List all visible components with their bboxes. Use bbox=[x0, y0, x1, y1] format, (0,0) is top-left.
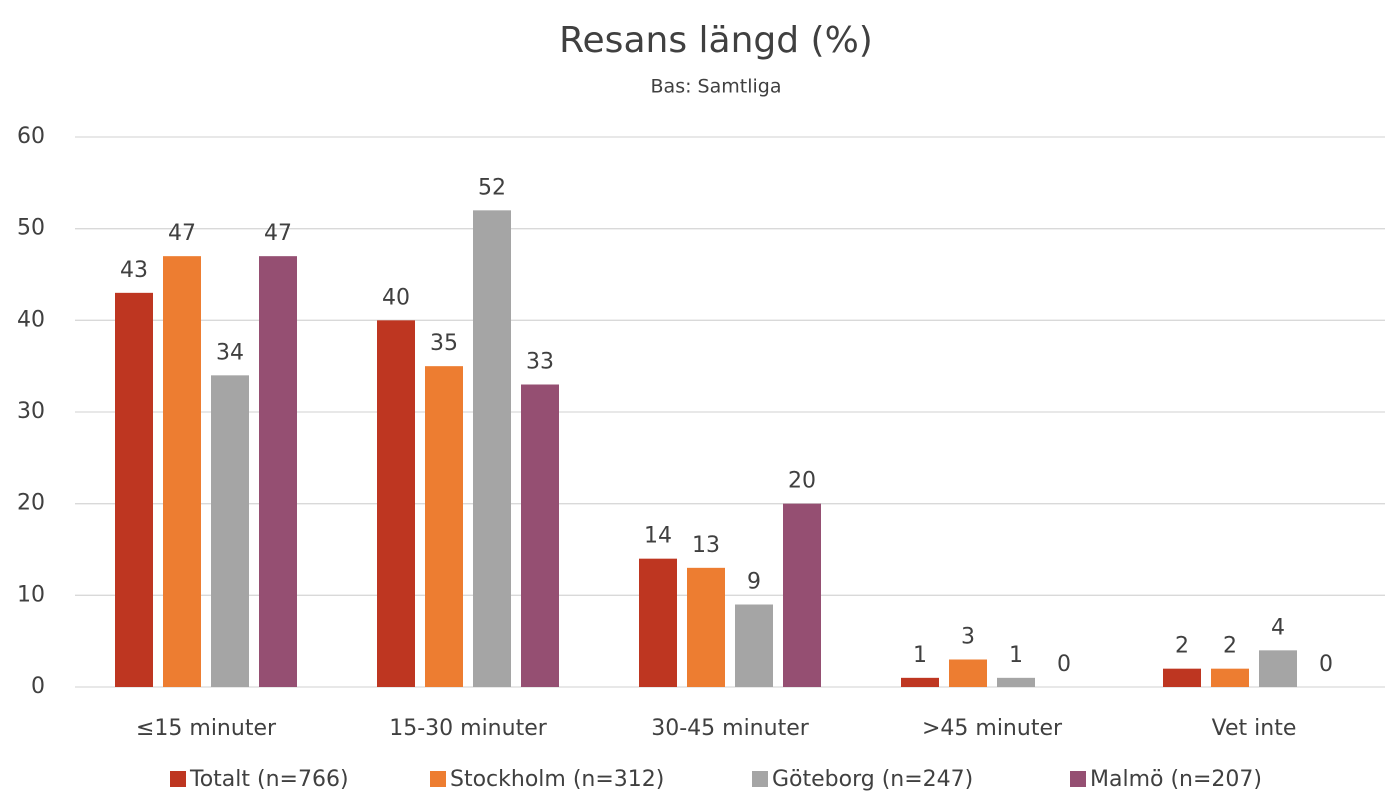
y-tick-label: 50 bbox=[17, 216, 45, 241]
y-tick-label: 60 bbox=[17, 124, 45, 149]
data-label: 20 bbox=[788, 469, 816, 494]
bar bbox=[687, 567, 725, 687]
legend-swatch bbox=[752, 771, 768, 787]
data-label: 47 bbox=[264, 221, 292, 246]
bar bbox=[639, 558, 677, 687]
data-label: 0 bbox=[1319, 652, 1333, 677]
chart-title: Resans längd (%) bbox=[559, 20, 873, 61]
bar bbox=[473, 210, 511, 688]
data-label: 0 bbox=[1057, 652, 1071, 677]
bar bbox=[997, 677, 1035, 687]
bar bbox=[901, 677, 939, 687]
y-tick-label: 30 bbox=[17, 399, 45, 424]
bar bbox=[163, 256, 201, 687]
bar bbox=[115, 292, 153, 687]
data-label: 3 bbox=[961, 625, 975, 650]
y-tick-label: 20 bbox=[17, 491, 45, 516]
bar bbox=[783, 503, 821, 687]
x-tick-label: 30-45 minuter bbox=[651, 716, 810, 741]
bar bbox=[1211, 668, 1249, 687]
legend-label: Totalt (n=766) bbox=[189, 767, 349, 792]
data-label: 2 bbox=[1175, 634, 1189, 659]
legend-swatch bbox=[170, 771, 186, 787]
data-label: 33 bbox=[526, 350, 554, 375]
bar bbox=[949, 659, 987, 687]
data-label: 35 bbox=[430, 331, 458, 356]
bar bbox=[1163, 668, 1201, 687]
legend-swatch bbox=[430, 771, 446, 787]
data-label: 4 bbox=[1271, 615, 1285, 640]
data-label: 40 bbox=[382, 285, 410, 310]
legend-label: Stockholm (n=312) bbox=[450, 767, 664, 792]
legend-swatch bbox=[1070, 771, 1086, 787]
x-tick-label: Vet inte bbox=[1212, 716, 1297, 741]
bar bbox=[211, 375, 249, 687]
bar bbox=[1259, 650, 1297, 687]
x-tick-label: ≤15 minuter bbox=[136, 716, 277, 741]
bar bbox=[521, 384, 559, 687]
data-label: 1 bbox=[1009, 643, 1023, 668]
bar bbox=[735, 604, 773, 687]
data-label: 14 bbox=[644, 524, 672, 549]
bar bbox=[259, 256, 297, 687]
y-tick-label: 10 bbox=[17, 582, 45, 607]
legend-label: Göteborg (n=247) bbox=[772, 767, 973, 792]
data-label: 52 bbox=[478, 175, 506, 200]
data-label: 9 bbox=[747, 570, 761, 595]
data-label: 1 bbox=[913, 643, 927, 668]
x-tick-label: 15-30 minuter bbox=[389, 716, 548, 741]
chart-subtitle: Bas: Samtliga bbox=[651, 76, 782, 98]
y-tick-label: 40 bbox=[17, 307, 45, 332]
data-label: 13 bbox=[692, 533, 720, 558]
bar bbox=[425, 366, 463, 687]
data-label: 2 bbox=[1223, 634, 1237, 659]
data-label: 34 bbox=[216, 340, 244, 365]
bar bbox=[377, 320, 415, 687]
x-tick-label: >45 minuter bbox=[922, 716, 1063, 741]
data-label: 43 bbox=[120, 258, 148, 283]
legend-label: Malmö (n=207) bbox=[1090, 767, 1262, 792]
y-tick-label: 0 bbox=[31, 674, 45, 699]
data-label: 47 bbox=[168, 221, 196, 246]
